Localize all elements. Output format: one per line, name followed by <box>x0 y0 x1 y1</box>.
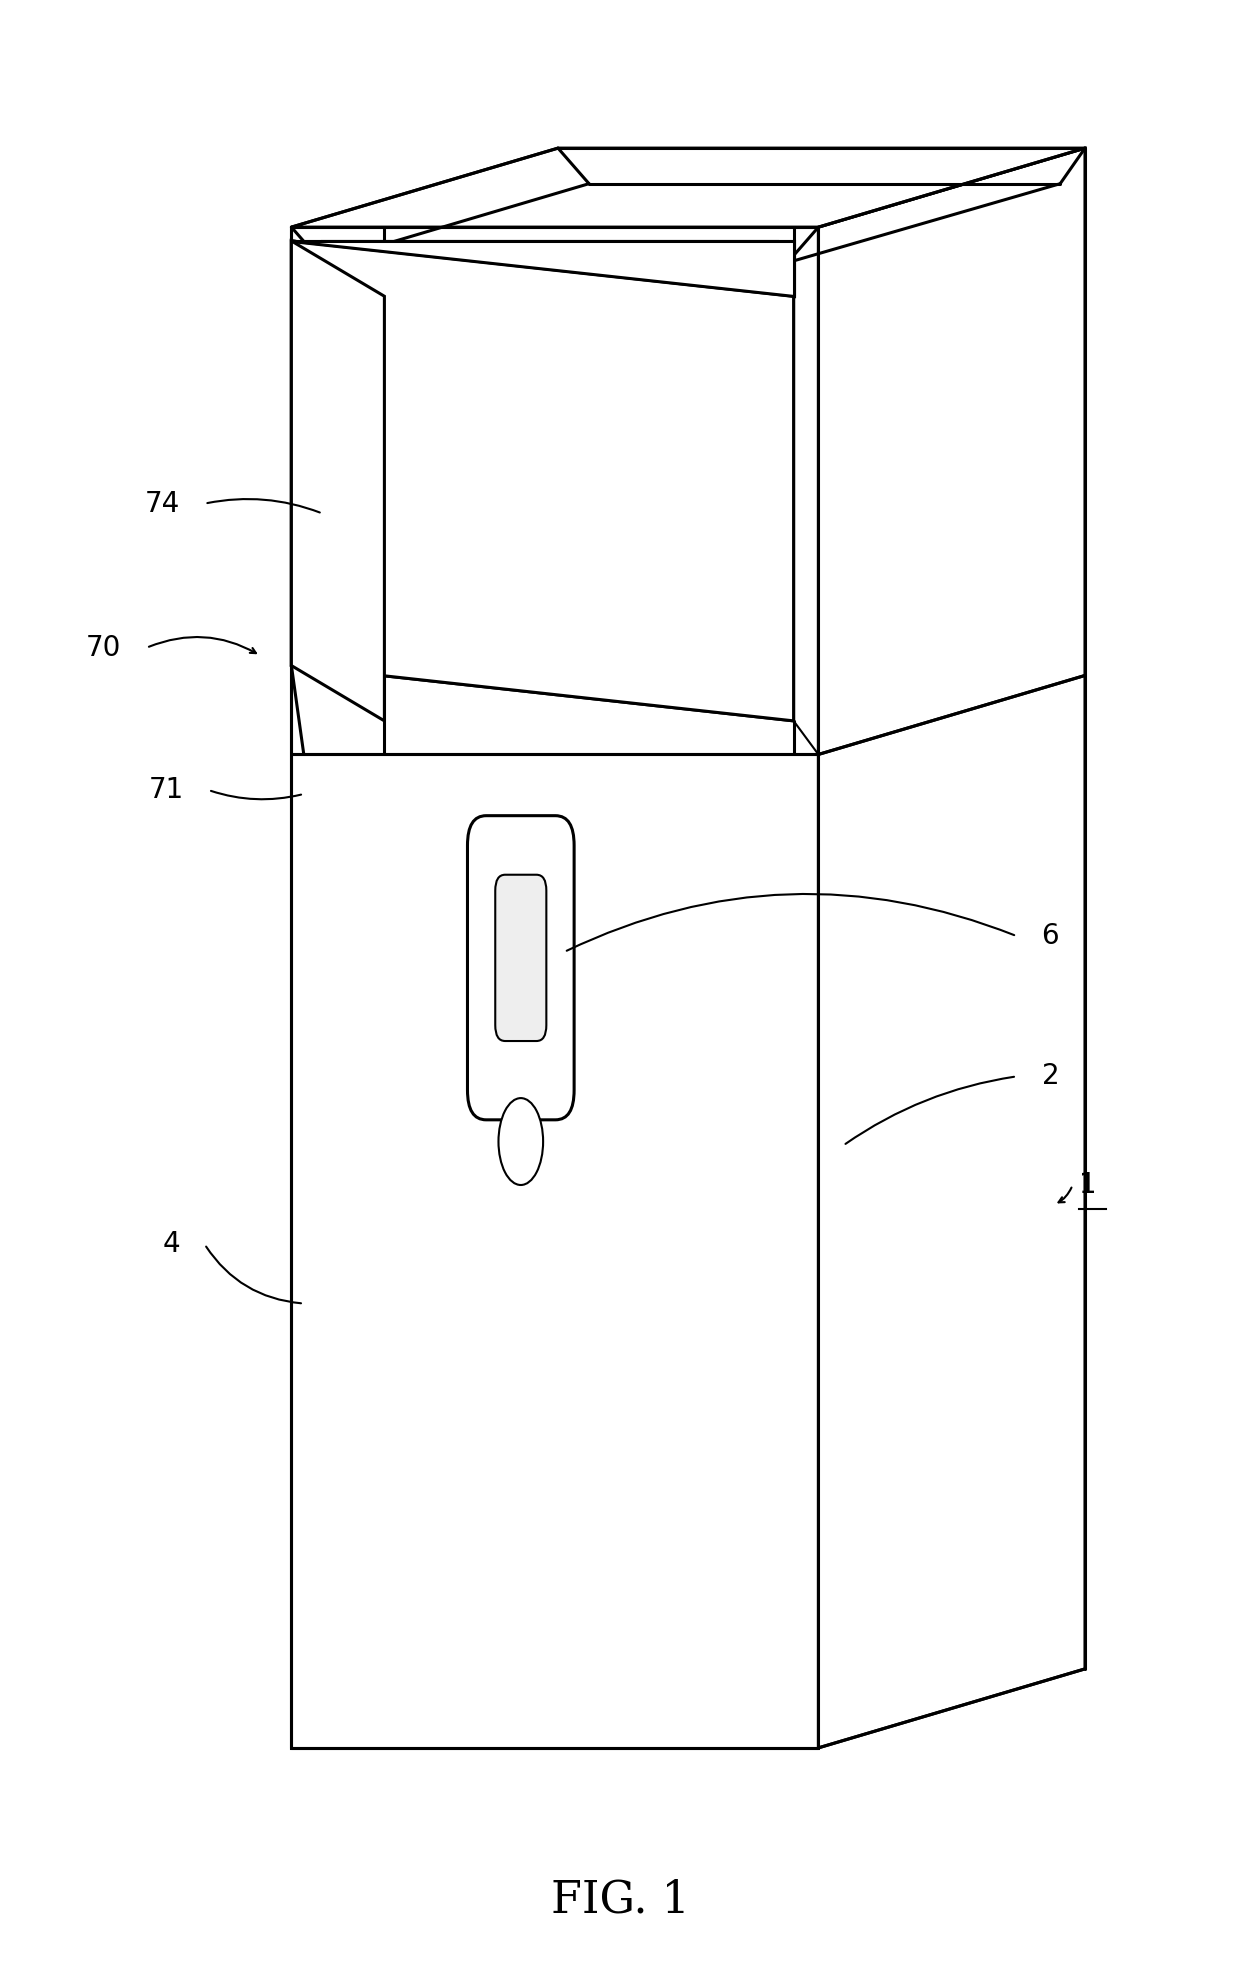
Text: 6: 6 <box>1042 922 1059 950</box>
Text: 74: 74 <box>145 490 180 517</box>
Text: 70: 70 <box>86 634 122 662</box>
Ellipse shape <box>498 1098 543 1185</box>
Polygon shape <box>291 241 794 296</box>
Text: 71: 71 <box>149 776 184 804</box>
FancyBboxPatch shape <box>495 875 547 1041</box>
Polygon shape <box>818 148 1085 1748</box>
Polygon shape <box>291 241 384 721</box>
Polygon shape <box>291 241 794 296</box>
Text: 4: 4 <box>162 1230 180 1258</box>
Polygon shape <box>291 241 794 721</box>
Text: 2: 2 <box>1042 1063 1059 1090</box>
Text: FIG. 1: FIG. 1 <box>551 1878 689 1922</box>
Polygon shape <box>291 241 794 721</box>
Text: 1: 1 <box>1079 1171 1096 1199</box>
FancyBboxPatch shape <box>467 816 574 1120</box>
Polygon shape <box>291 227 818 1748</box>
Polygon shape <box>291 241 794 296</box>
Polygon shape <box>291 148 1085 227</box>
